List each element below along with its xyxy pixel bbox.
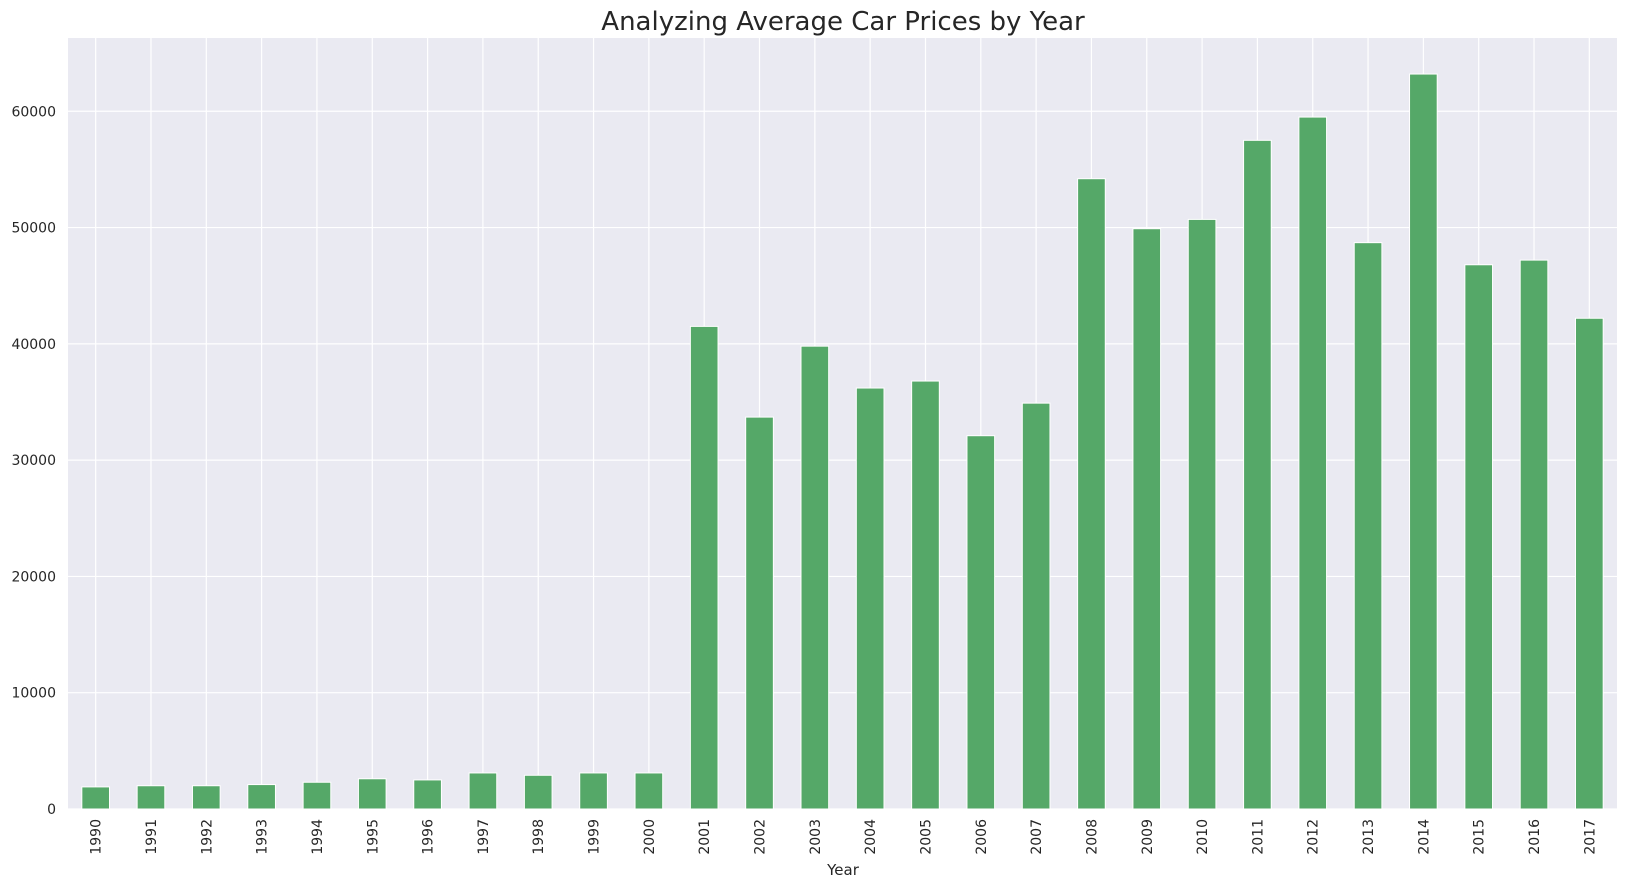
- y-tick-label: 0: [47, 802, 56, 818]
- x-tick-label: 2011: [1250, 819, 1266, 855]
- x-tick-label: 1995: [365, 819, 381, 855]
- x-tick-label: 1996: [421, 819, 437, 855]
- x-tick-label: 2016: [1527, 819, 1543, 855]
- bar-2012: [1298, 116, 1328, 810]
- bar-1990: [81, 786, 110, 810]
- x-tick-label: 2002: [753, 819, 769, 855]
- x-tick-label: 1990: [89, 819, 105, 855]
- bar-2002: [745, 416, 774, 810]
- bar-2013: [1353, 242, 1383, 810]
- x-tick-label: 2005: [918, 819, 934, 855]
- y-tick-label: 40000: [11, 337, 56, 353]
- y-tick-label: 60000: [11, 104, 56, 120]
- bar-1996: [413, 779, 442, 810]
- x-tick-label: 1994: [310, 819, 326, 855]
- bar-2004: [855, 387, 885, 810]
- x-tick-label: 2008: [1084, 819, 1100, 855]
- x-tick-label: 1999: [587, 819, 603, 855]
- x-tick-label: 2012: [1306, 819, 1322, 855]
- x-tick-label: 2000: [642, 819, 658, 855]
- bar-1999: [579, 772, 608, 810]
- y-tick-label: 20000: [11, 569, 56, 585]
- x-tick-label: 1991: [144, 819, 160, 855]
- bar-1994: [302, 781, 332, 810]
- x-tick-label: 2010: [1195, 819, 1211, 855]
- chart-title: Analyzing Average Car Prices by Year: [601, 7, 1085, 37]
- bar-1995: [357, 778, 387, 810]
- y-tick-labels: 0 10000 20000 30000 40000 50000 60000: [11, 104, 56, 818]
- bar-2005: [911, 380, 940, 810]
- bar-2000: [634, 772, 664, 810]
- x-tick-label: 2004: [863, 819, 879, 855]
- x-tick-label: 1993: [255, 819, 271, 855]
- bar-2006: [966, 435, 996, 810]
- bar-1993: [247, 784, 276, 810]
- bar-2011: [1243, 139, 1272, 810]
- x-tick-label: 1992: [199, 819, 215, 855]
- bar-2001: [689, 325, 719, 810]
- x-tick-label: 2007: [1029, 819, 1045, 855]
- x-tick-label: 2015: [1472, 819, 1488, 855]
- x-tick-label: 2017: [1582, 819, 1598, 855]
- bar-2016: [1519, 259, 1549, 810]
- bar-2008: [1077, 178, 1106, 810]
- bar-1997: [468, 772, 498, 810]
- bar-2017: [1575, 317, 1604, 810]
- x-tick-label: 2003: [808, 819, 824, 855]
- bars: [81, 73, 1604, 810]
- bar-1998: [523, 774, 553, 810]
- bar-1991: [136, 785, 166, 810]
- bar-2014: [1409, 73, 1438, 810]
- bar-2003: [800, 345, 830, 810]
- bar-2007: [1021, 402, 1051, 810]
- bar-2015: [1464, 264, 1494, 810]
- x-tick-label: 2013: [1361, 819, 1377, 855]
- y-tick-label: 10000: [11, 686, 56, 702]
- x-tick-label: 2001: [697, 819, 713, 855]
- plot-area: [68, 38, 1617, 809]
- x-tick-label: 2014: [1416, 819, 1432, 855]
- y-gridlines: [68, 110, 1617, 810]
- x-tick-label: 1997: [476, 819, 492, 855]
- bar-2009: [1132, 228, 1162, 810]
- y-tick-label: 30000: [11, 453, 56, 469]
- bar-2010: [1187, 218, 1217, 810]
- x-tick-label: 2006: [974, 819, 990, 855]
- x-tick-labels: 1990 1991 1992 1993 1994 1995 1996 1997 1998 1999…: [89, 819, 1599, 855]
- x-tick-label: 2009: [1140, 819, 1156, 855]
- x-axis-label: Year: [826, 861, 860, 879]
- bar-1992: [191, 785, 221, 810]
- x-tick-label: 1998: [531, 819, 547, 855]
- y-tick-label: 50000: [11, 221, 56, 237]
